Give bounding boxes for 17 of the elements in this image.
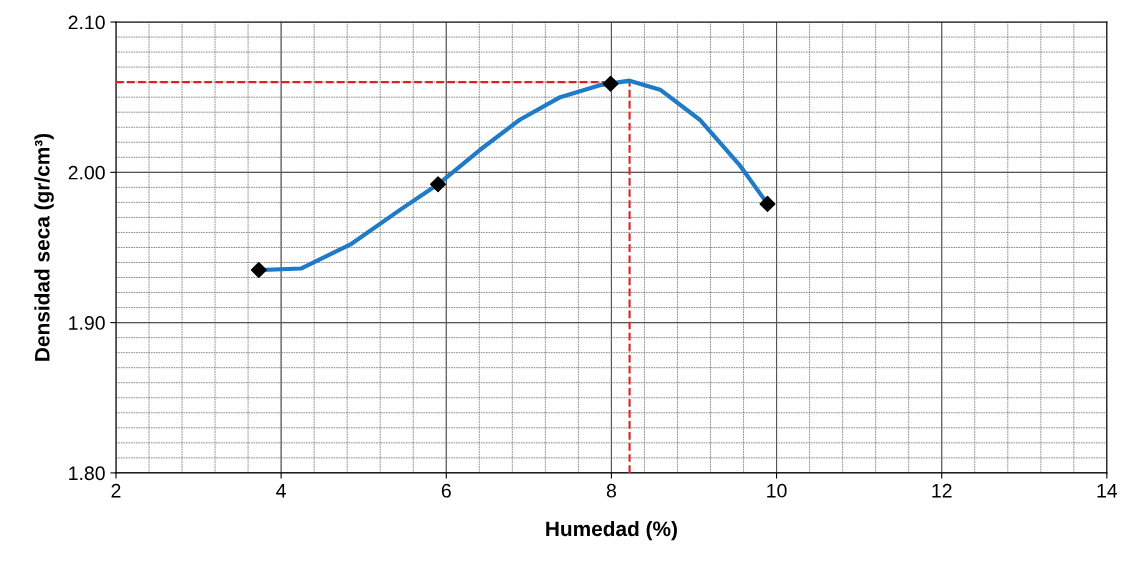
x-tick-label: 12 <box>932 483 952 498</box>
x-tick-label: 4 <box>276 484 286 498</box>
point <box>602 75 619 92</box>
x-tick-label: 6 <box>441 483 451 498</box>
x-axis-title: Humedad (%) <box>546 520 677 541</box>
y-tick-label: 1.80 <box>69 466 105 481</box>
x-tick-label: 8 <box>606 483 616 498</box>
y-tick-label: 2.10 <box>68 15 105 30</box>
y-tick-label: 1.90 <box>69 316 105 330</box>
y-axis-title: Densidad seca (gr/cm³) <box>34 133 54 361</box>
y-tick-label: 2.00 <box>68 165 105 180</box>
point <box>430 176 446 193</box>
point <box>250 262 267 278</box>
x-tick-label: 14 <box>1097 484 1118 498</box>
x-tick-label: 10 <box>767 483 787 498</box>
point <box>759 195 776 212</box>
x-tick-label: 2 <box>111 483 121 498</box>
